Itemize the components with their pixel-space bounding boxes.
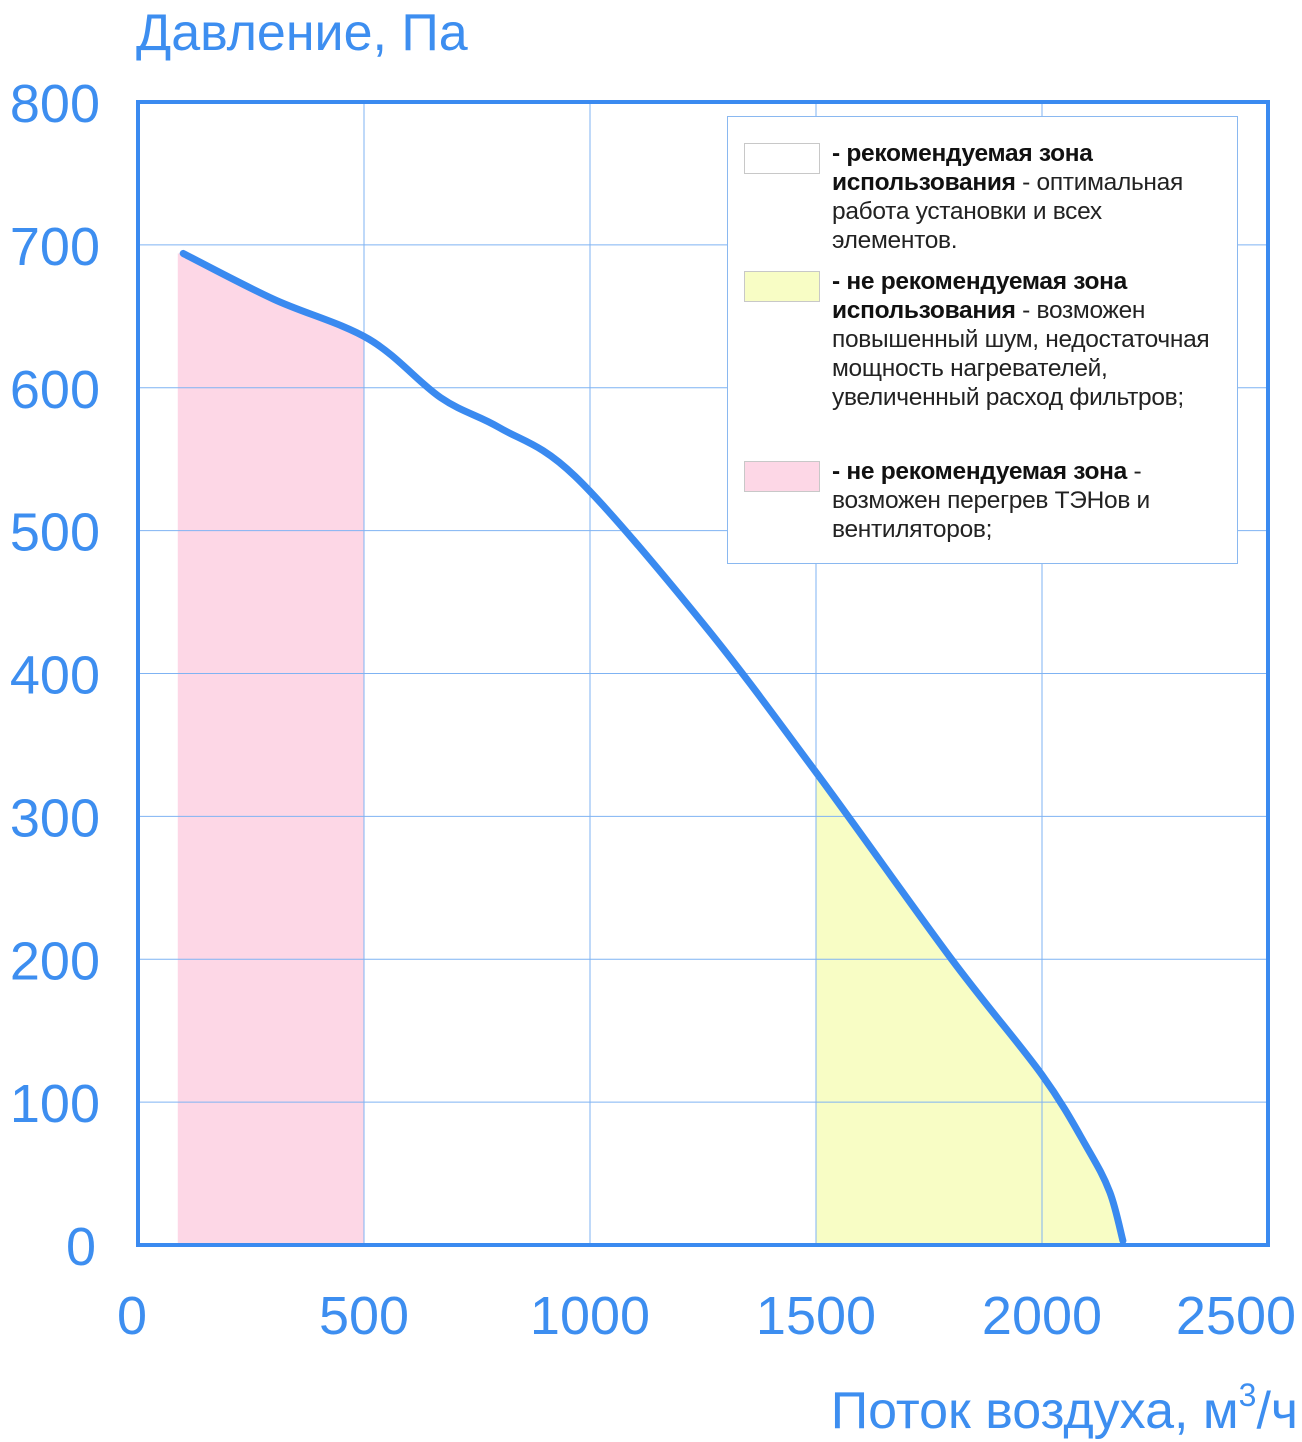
x-axis-label: Поток воздуха, м3/ч — [831, 1377, 1298, 1440]
legend-swatch-pink — [744, 461, 820, 492]
y-tick-label: 0 — [66, 1217, 96, 1277]
y-tick-label: 800 — [10, 74, 100, 134]
y-tick-label: 400 — [10, 646, 100, 706]
x-tick-label: 1000 — [530, 1286, 650, 1346]
legend-bold: - не рекомендуемая зона — [832, 458, 1127, 485]
legend-text: - оптимальная работа установки и всех эл… — [832, 169, 1183, 254]
plot-frame — [136, 100, 1270, 1247]
y-tick-label: 100 — [10, 1074, 100, 1134]
x-tick-label: 500 — [319, 1286, 409, 1346]
x-tick-label: 2000 — [982, 1286, 1102, 1346]
legend-bold: - рекомендуемая зона использования — [832, 140, 1093, 196]
legend-text: - возможен повышенный шум, недостаточная… — [832, 297, 1210, 411]
x-tick-label: 1500 — [756, 1286, 876, 1346]
legend-bold: - не рекомендуемая зона использования — [832, 268, 1127, 324]
x-tick-label: 0 — [117, 1286, 147, 1346]
yellow-zone — [816, 772, 1123, 1245]
legend-text: - возможен перегрев ТЭНов и вентиляторов… — [832, 458, 1150, 543]
legend-swatch-white — [744, 143, 820, 174]
legend-swatch-yellow — [744, 271, 820, 302]
y-tick-label: 300 — [10, 788, 100, 848]
pink-zone — [177, 253, 364, 1245]
y-tick-label: 500 — [10, 503, 100, 563]
fan-curve-line — [179, 249, 1127, 1245]
x-tick-label: 2500 — [1176, 1286, 1296, 1346]
y-tick-label: 600 — [10, 360, 100, 420]
legend: - рекомендуемая зона использования - опт… — [727, 116, 1238, 564]
y-axis-label: Давление, Па — [136, 4, 468, 62]
y-tick-label: 200 — [10, 931, 100, 991]
y-tick-label: 700 — [10, 217, 100, 277]
